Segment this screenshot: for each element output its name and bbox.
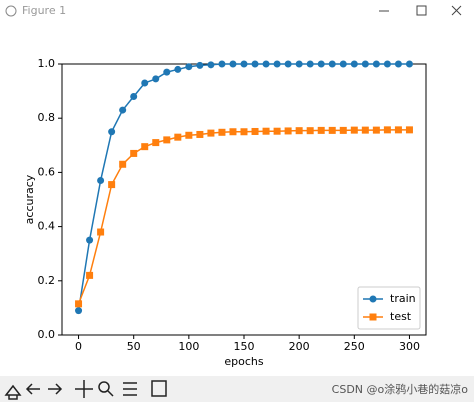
marker <box>284 60 292 68</box>
window-title: Figure 1 <box>22 4 66 17</box>
marker <box>229 60 237 68</box>
marker <box>295 60 303 68</box>
x-tick-label: 200 <box>289 340 310 353</box>
close-button[interactable] <box>451 5 462 16</box>
watermark: CSDN @o涂鸦小巷的菇凉o <box>332 382 469 396</box>
marker <box>75 307 83 315</box>
legend-marker <box>369 295 377 303</box>
x-tick-label: 250 <box>344 340 365 353</box>
legend-label: test <box>390 310 412 323</box>
y-tick-label: 0.6 <box>38 165 56 178</box>
marker <box>108 128 116 136</box>
maximize-button[interactable] <box>416 5 427 16</box>
x-tick-label: 50 <box>127 340 141 353</box>
marker <box>75 300 83 308</box>
marker <box>306 60 314 68</box>
marker <box>108 181 116 189</box>
marker <box>339 60 347 68</box>
marker <box>141 143 149 151</box>
marker <box>284 127 292 135</box>
y-tick-label: 0.4 <box>38 220 56 233</box>
x-tick-label: 100 <box>178 340 199 353</box>
marker <box>295 127 303 135</box>
marker <box>229 128 237 136</box>
marker <box>207 61 215 69</box>
marker <box>119 160 127 168</box>
y-tick-label: 0.2 <box>38 274 56 287</box>
marker <box>174 133 182 141</box>
y-tick-label: 0.0 <box>38 328 56 341</box>
y-tick-label: 1.0 <box>38 57 56 70</box>
marker <box>273 127 281 135</box>
marker <box>262 127 270 135</box>
marker <box>361 60 369 68</box>
marker <box>328 60 336 68</box>
marker <box>372 60 380 68</box>
marker <box>218 128 226 136</box>
marker <box>119 106 127 114</box>
marker <box>196 61 204 69</box>
marker <box>86 271 94 279</box>
x-axis-label: epochs <box>224 355 263 368</box>
marker <box>361 126 369 134</box>
marker <box>251 60 259 68</box>
marker <box>306 127 314 135</box>
marker <box>163 136 171 144</box>
marker <box>405 60 413 68</box>
marker <box>86 236 94 244</box>
y-axis-label: accuracy <box>23 174 36 224</box>
marker <box>185 63 193 71</box>
title-bar <box>0 0 474 22</box>
marker <box>383 60 391 68</box>
marker <box>163 68 171 76</box>
marker <box>240 60 248 68</box>
x-tick-label: 0 <box>75 340 82 353</box>
marker <box>196 130 204 138</box>
marker <box>130 93 138 101</box>
marker <box>97 177 105 185</box>
marker <box>372 126 380 134</box>
legend-marker <box>369 313 377 321</box>
marker <box>405 126 413 134</box>
marker <box>350 60 358 68</box>
marker <box>141 79 149 87</box>
marker <box>130 149 138 157</box>
marker <box>339 126 347 134</box>
marker <box>174 65 182 73</box>
marker <box>251 127 259 135</box>
pan-button[interactable] <box>75 380 93 398</box>
marker <box>152 139 160 147</box>
marker <box>97 228 105 236</box>
configure-button[interactable] <box>123 382 137 396</box>
marker <box>262 60 270 68</box>
marker <box>383 126 391 134</box>
home-button[interactable] <box>4 384 22 400</box>
back-button[interactable] <box>25 383 40 395</box>
zoom-button[interactable] <box>98 381 114 397</box>
marker <box>317 126 325 134</box>
marker <box>240 128 248 136</box>
marker <box>152 75 160 83</box>
marker <box>273 60 281 68</box>
marker <box>185 131 193 139</box>
x-tick-label: 150 <box>234 340 255 353</box>
y-tick-label: 0.8 <box>38 111 56 124</box>
forward-button[interactable] <box>48 383 63 395</box>
legend-label: train <box>390 292 416 305</box>
marker <box>350 126 358 134</box>
marker <box>317 60 325 68</box>
app-icon <box>5 5 17 17</box>
save-button[interactable] <box>151 380 167 397</box>
marker <box>218 60 226 68</box>
marker <box>207 129 215 137</box>
marker <box>394 60 402 68</box>
x-tick-label: 300 <box>399 340 420 353</box>
marker <box>394 126 402 134</box>
marker <box>328 126 336 134</box>
